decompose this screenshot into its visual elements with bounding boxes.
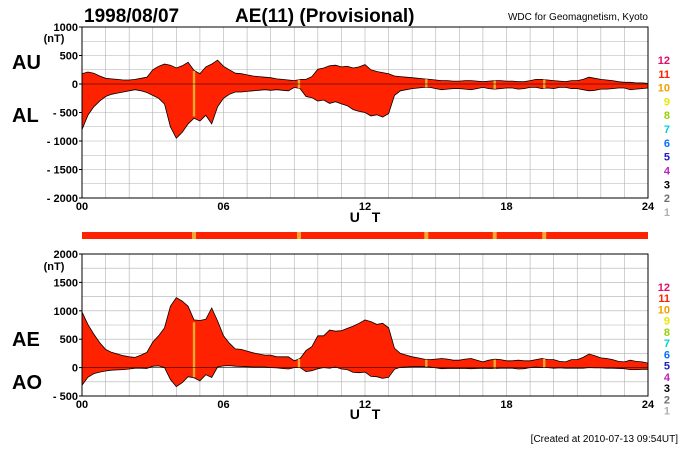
- y-tick-label: 1000: [54, 306, 78, 318]
- legend-level-10: 10: [658, 304, 670, 316]
- legend-level-8: 8: [664, 327, 670, 339]
- coverage-bar-mark: [296, 232, 301, 239]
- quality-mark: [543, 358, 546, 368]
- x-tick-label: 24: [642, 399, 655, 411]
- legend-level-7: 7: [664, 124, 670, 136]
- y-tick-label: - 500: [53, 108, 78, 120]
- legend-level-4: 4: [664, 165, 671, 177]
- legend-level-11: 11: [658, 293, 670, 305]
- x-tick-label: 12: [359, 201, 371, 213]
- legend-level-3: 3: [664, 383, 670, 395]
- ae-label: AE: [12, 329, 40, 351]
- ae-ao-unit: (nT): [44, 261, 65, 273]
- series-line-ae: [81, 297, 649, 364]
- envelope-fill: [82, 297, 648, 387]
- legend-level-8: 8: [664, 110, 670, 122]
- ao-label: AO: [12, 372, 42, 394]
- y-tick-label: 500: [60, 334, 78, 346]
- coverage-bar-mark: [424, 232, 429, 239]
- au-al-legend: 12 11 109 8 7 6 54 3 2 1: [658, 55, 671, 219]
- quality-mark: [493, 359, 496, 369]
- created-timestamp: [Created at 2010-07-13 09:54UT]: [531, 434, 679, 445]
- legend-level-12: 12: [658, 282, 670, 294]
- envelope-fill: [82, 60, 648, 139]
- x-tick-label: 06: [217, 201, 229, 213]
- x-tick-label: 18: [500, 399, 512, 411]
- legend-level-5: 5: [664, 152, 670, 164]
- y-tick-label: 0: [72, 79, 78, 91]
- coverage-bar-base: [82, 232, 648, 239]
- x-tick-label: 18: [500, 201, 512, 213]
- plot-title: AE(11) (Provisional): [235, 6, 415, 27]
- legend-level-6: 6: [664, 349, 670, 361]
- quality-mark: [192, 71, 196, 117]
- coverage-bar-mark: [192, 232, 197, 239]
- legend-level-9: 9: [664, 316, 670, 328]
- data-source: WDC for Geomagnetism, Kyoto: [508, 12, 648, 23]
- x-tick-label: 24: [642, 201, 655, 213]
- ae-ao-data: [81, 297, 649, 388]
- coverage-bar-mark: [492, 232, 497, 239]
- plot-date: 1998/08/07: [84, 6, 179, 27]
- series-line-au: [81, 59, 649, 84]
- y-tick-label: 1500: [54, 277, 78, 289]
- legend-level-3: 3: [664, 179, 670, 191]
- al-label: AL: [12, 105, 39, 127]
- au-label: AU: [12, 52, 41, 74]
- y-tick-label: - 1000: [47, 136, 78, 148]
- legend-level-1: 1: [664, 405, 670, 417]
- quality-mark: [493, 80, 496, 89]
- coverage-bar-mark: [542, 232, 547, 239]
- au-al-unit: (nT): [44, 33, 65, 45]
- y-tick-label: 500: [60, 51, 78, 63]
- x-tick-label: 12: [359, 399, 371, 411]
- y-tick-label: - 1500: [47, 165, 78, 177]
- ae-ao-y-ticks: 2000 1500 1000 500 0 - 500: [53, 249, 82, 403]
- legend-level-6: 6: [664, 138, 670, 150]
- x-tick-label: 00: [76, 399, 88, 411]
- legend-level-7: 7: [664, 338, 670, 350]
- legend-level-4: 4: [664, 372, 671, 384]
- legend-level-10: 10: [658, 83, 670, 95]
- legend-level-9: 9: [664, 96, 670, 108]
- ae-ao-x-label: U T: [350, 406, 385, 422]
- legend-level-12: 12: [658, 55, 670, 67]
- quality-mark: [425, 359, 428, 367]
- y-tick-label: 0: [72, 363, 78, 375]
- series-line-al: [81, 86, 649, 139]
- station-coverage-bar: [82, 232, 648, 239]
- legend-level-2: 2: [664, 394, 670, 406]
- quality-mark: [192, 322, 196, 378]
- au-al-x-label: U T: [350, 209, 385, 225]
- quality-mark: [425, 79, 428, 88]
- series-line-ao: [81, 365, 648, 388]
- legend-level-2: 2: [664, 193, 670, 205]
- x-tick-label: 00: [76, 201, 88, 213]
- ae-ao-x-ticks: 00 06 12 18 24: [76, 399, 655, 411]
- ae-ao-frame: [81, 253, 649, 397]
- y-tick-label: - 500: [53, 391, 78, 403]
- y-tick-label: 1000: [54, 22, 78, 34]
- y-tick-label: 2000: [54, 249, 78, 261]
- quality-mark: [297, 358, 301, 368]
- au-al-data: [81, 59, 649, 139]
- au-al-x-ticks: 00 06 12 18 24: [76, 201, 655, 213]
- au-al-y-ticks: 1000 500 0 - 500 - 1000 - 1500 - 2000: [47, 22, 82, 205]
- legend-level-1: 1: [664, 207, 670, 219]
- legend-level-5: 5: [664, 361, 670, 373]
- legend-level-11: 11: [658, 69, 670, 81]
- x-tick-label: 06: [217, 399, 229, 411]
- y-tick-label: - 2000: [47, 193, 78, 205]
